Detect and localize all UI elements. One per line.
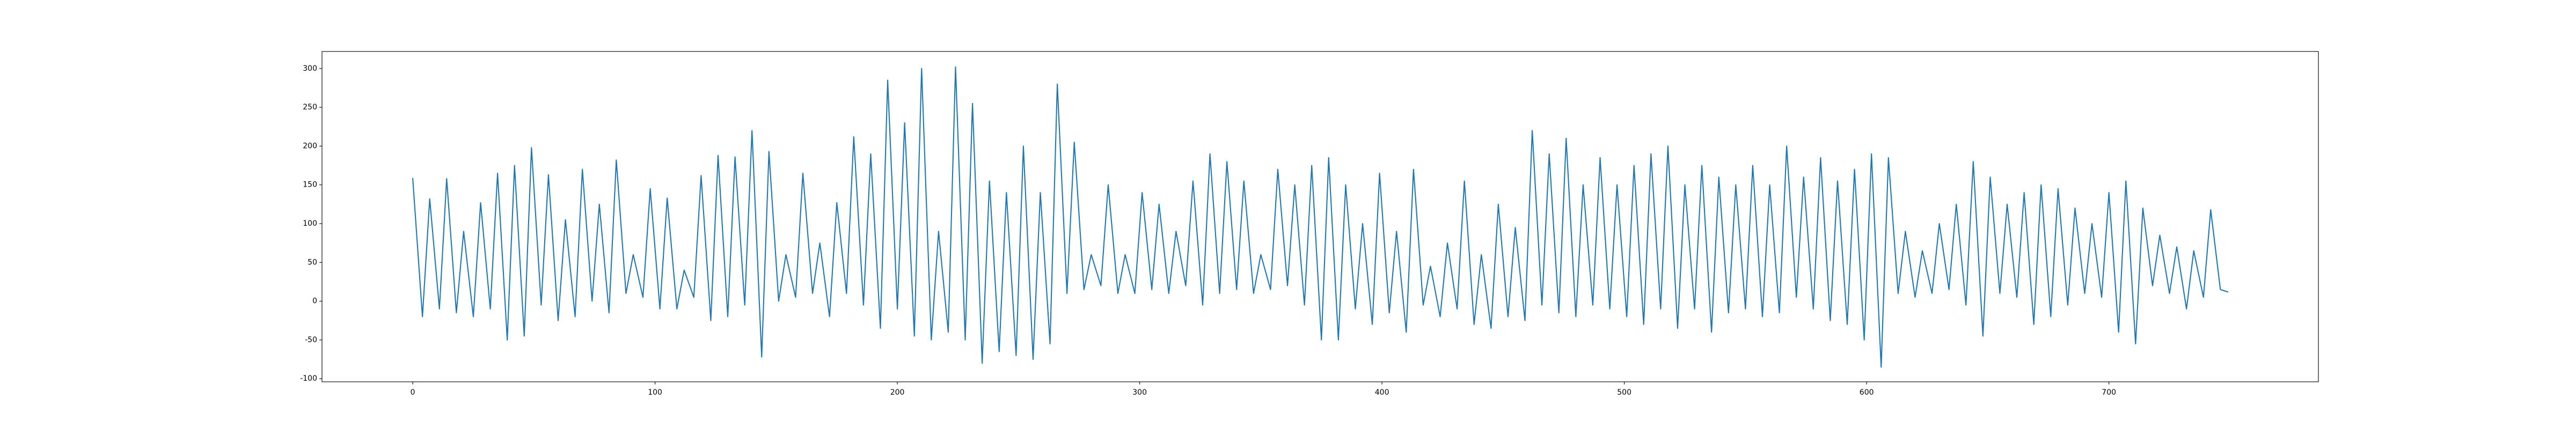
y-tick-label: -100 xyxy=(300,374,317,383)
data-line xyxy=(412,66,2229,368)
y-tick-label: 250 xyxy=(303,103,317,112)
y-tick-label: 100 xyxy=(303,219,317,228)
plot-frame xyxy=(321,51,2319,382)
x-tick-label: 700 xyxy=(2102,388,2116,397)
x-tick-label: 0 xyxy=(411,388,415,397)
x-tick-label: 300 xyxy=(1132,388,1147,397)
x-tick-label: 400 xyxy=(1375,388,1389,397)
x-tick-label: 200 xyxy=(890,388,905,397)
y-tick-label: 0 xyxy=(312,297,317,306)
y-tick-label: 150 xyxy=(303,181,317,189)
x-tick-label: 600 xyxy=(1860,388,1874,397)
y-tick-label: 50 xyxy=(308,258,317,267)
y-tick-label: 200 xyxy=(303,142,317,150)
x-tick-label: 500 xyxy=(1617,388,1631,397)
x-tick-label: 100 xyxy=(648,388,662,397)
y-tick-label: 300 xyxy=(303,64,317,73)
y-tick-label: -50 xyxy=(305,336,317,344)
